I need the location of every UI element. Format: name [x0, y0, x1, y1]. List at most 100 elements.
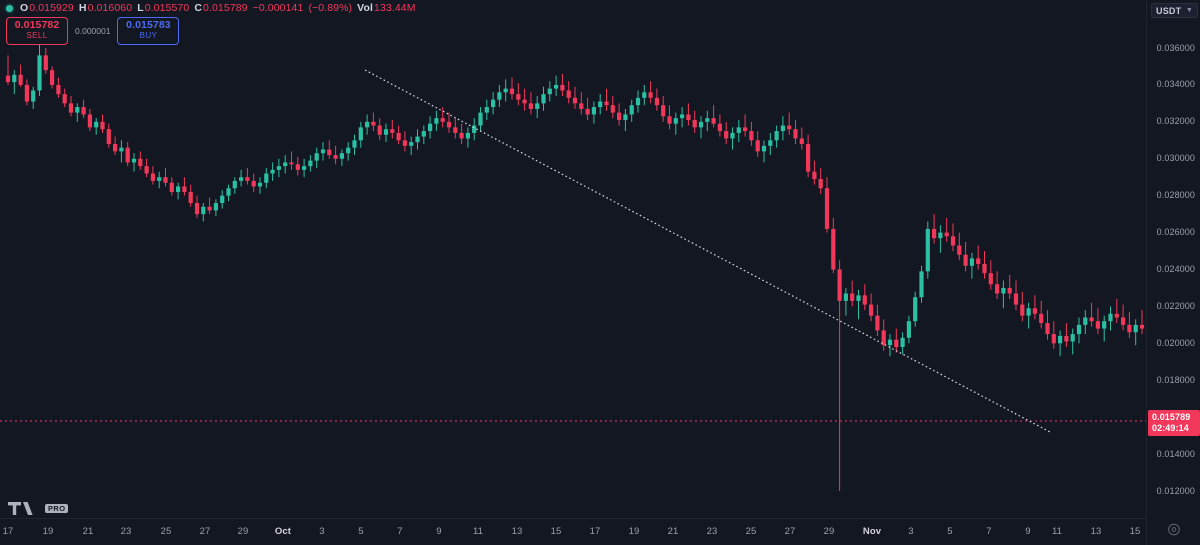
- candle-body: [717, 123, 722, 132]
- candle-body: [598, 101, 603, 108]
- current-price-value: 0.015789: [1152, 412, 1191, 423]
- candle-body: [1032, 308, 1037, 314]
- time-tick: 29: [237, 526, 249, 537]
- candle-body: [100, 121, 105, 130]
- candle-body: [157, 177, 162, 181]
- sell-price: 0.015782: [14, 19, 60, 31]
- current-price-badge[interactable]: 0.015789 02:49:14: [1148, 410, 1200, 436]
- candle-body: [528, 103, 533, 109]
- candle-body: [680, 114, 685, 119]
- candle-body: [276, 166, 281, 170]
- candle-body: [302, 166, 307, 170]
- candle-body: [541, 94, 546, 104]
- candle-body: [673, 118, 678, 124]
- candle-body: [806, 143, 811, 172]
- candle-body: [982, 263, 987, 274]
- time-tick: 3: [319, 526, 325, 537]
- candle-wick: [574, 86, 576, 109]
- candle-wick: [209, 197, 211, 215]
- candle-body: [1089, 317, 1094, 322]
- chart-plot-area[interactable]: [0, 0, 1146, 518]
- buy-price: 0.015783: [126, 19, 171, 31]
- quote-currency-selector[interactable]: USDT ▼: [1151, 3, 1198, 18]
- candle-body: [617, 112, 622, 120]
- axis-settings-gear-icon[interactable]: [1167, 523, 1180, 536]
- candle-body: [1013, 293, 1019, 305]
- time-tick: 19: [628, 526, 640, 537]
- price-axis[interactable]: USDT ▼ 0.036000 0.034000 0.032000 0.030000 0…: [1146, 0, 1200, 545]
- spread-value: 0.000001: [75, 25, 111, 36]
- candle-body: [736, 127, 741, 133]
- time-tick: 21: [82, 526, 94, 537]
- candle-body: [950, 236, 956, 246]
- candle-body: [610, 105, 615, 113]
- candle-body: [604, 101, 609, 106]
- candle-body: [81, 107, 86, 115]
- candle-wick: [700, 116, 702, 139]
- candle-body: [43, 55, 48, 71]
- candle-body: [320, 149, 326, 154]
- price-tick: 0.018000: [1156, 375, 1195, 385]
- candle-body: [881, 330, 886, 346]
- buy-button[interactable]: 0.015783 BUY: [117, 17, 180, 45]
- candle-body: [396, 132, 401, 141]
- sell-button[interactable]: 0.015782 SELL: [6, 17, 68, 45]
- candle-body: [698, 121, 704, 128]
- candle-body: [755, 140, 760, 152]
- candle-body: [1007, 287, 1012, 294]
- sell-label: SELL: [26, 30, 48, 40]
- candle-body: [894, 339, 899, 348]
- candle-body: [421, 131, 426, 137]
- time-tick: 3: [908, 526, 914, 537]
- candle-body: [18, 74, 23, 85]
- time-tick: 13: [511, 526, 523, 537]
- candle-wick: [246, 167, 248, 185]
- candle-body: [62, 94, 67, 104]
- time-axis[interactable]: 17 19 21 23 25 27 29 Oct 3 5 7 9 11 13 15 17 19 21 23 25 27 2…: [0, 518, 1146, 545]
- candle-body: [925, 228, 930, 272]
- time-tick: 5: [947, 526, 953, 537]
- candle-body: [635, 97, 641, 106]
- candle-body: [377, 125, 382, 135]
- candle-body: [75, 107, 80, 113]
- candle-body: [862, 295, 867, 305]
- candle-body: [976, 258, 981, 264]
- candle-body: [106, 129, 111, 144]
- candle-body: [465, 132, 470, 139]
- candle-body: [1020, 304, 1025, 316]
- pro-badge: PRO: [45, 503, 69, 514]
- candle-body: [824, 188, 830, 229]
- candle-body: [566, 90, 571, 98]
- candle-body: [138, 158, 143, 167]
- candle-body: [144, 166, 149, 174]
- candle-body: [938, 232, 943, 239]
- candle-body: [176, 186, 181, 192]
- candle-body: [428, 123, 433, 132]
- candle-body: [207, 206, 212, 211]
- candle-body: [1114, 313, 1119, 318]
- candle-wick: [858, 289, 859, 320]
- candle-body: [837, 269, 842, 301]
- candle-wick: [1103, 315, 1105, 342]
- candle-body: [68, 103, 74, 113]
- candle-body: [780, 125, 785, 132]
- candle-body: [31, 90, 36, 102]
- candle-body: [459, 132, 464, 139]
- candle-wick: [788, 112, 790, 135]
- price-tick: 0.030000: [1156, 153, 1195, 163]
- candle-body: [831, 228, 836, 270]
- candle-wick: [1091, 302, 1093, 327]
- candle-body: [686, 114, 691, 120]
- time-tick: Nov: [862, 526, 882, 537]
- candle-wick: [1065, 323, 1067, 348]
- time-tick: 13: [1090, 526, 1102, 537]
- time-tick: 7: [397, 526, 403, 537]
- candle-body: [1083, 317, 1088, 325]
- candle-body: [371, 121, 376, 126]
- time-tick: 17: [2, 526, 14, 537]
- price-tick: 0.032000: [1156, 116, 1195, 126]
- candle-body: [730, 132, 735, 139]
- descending-resistance-trendline[interactable]: [364, 69, 1051, 433]
- candle-body: [705, 118, 710, 122]
